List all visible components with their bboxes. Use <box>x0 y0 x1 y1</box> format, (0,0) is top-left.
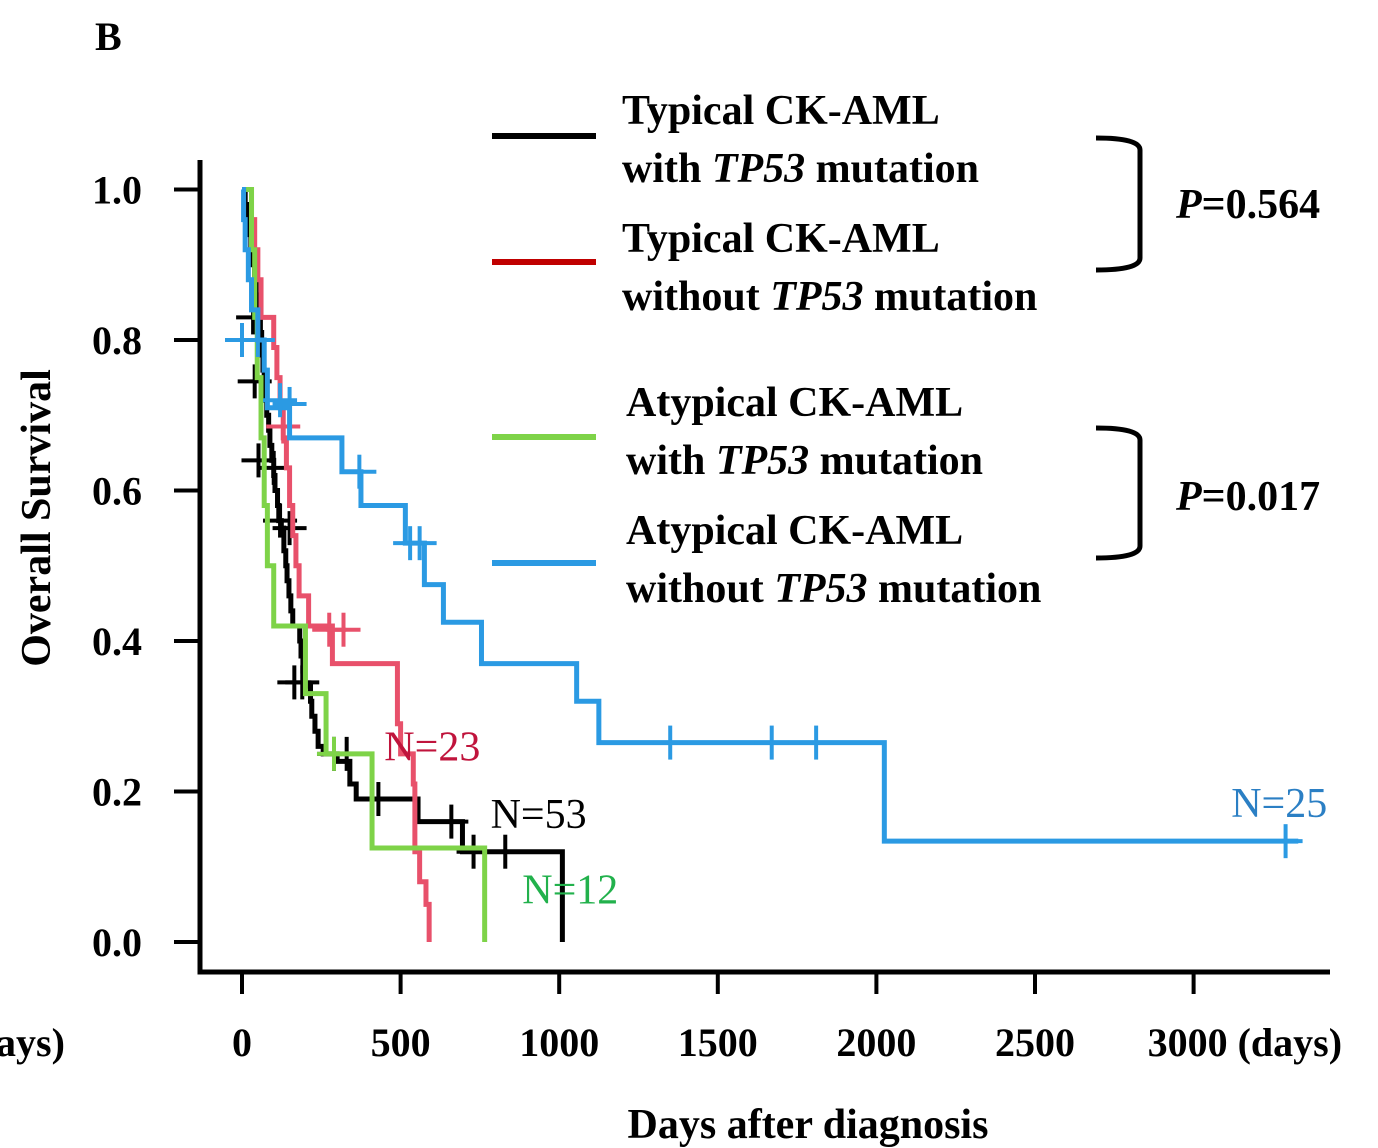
p-value-label: P=0.017 <box>1175 474 1320 520</box>
y-tick-label: 0.6 <box>92 469 142 514</box>
y-tick-label: 1.0 <box>92 168 142 213</box>
n-label-series-1: N=53 <box>491 792 587 838</box>
legend-entry-line2: with TP53 mutation <box>622 146 979 192</box>
y-tick-label: 0.4 <box>92 619 142 664</box>
x-tick-label: 1500 <box>678 1020 758 1065</box>
x-tick-label: 3000 (days) <box>1148 1020 1342 1065</box>
n-label-series-2: N=23 <box>384 724 480 770</box>
legend-entry-line1: Typical CK-AML <box>622 88 940 134</box>
x-tick-label: 1000 <box>519 1020 599 1065</box>
y-axis-label: Overall Survival <box>14 369 60 667</box>
y-tick-label: 0.0 <box>92 920 142 965</box>
series-2 <box>242 187 432 942</box>
series-3 <box>242 187 488 942</box>
x-tick-label: 2000 <box>836 1020 916 1065</box>
survival-curve <box>242 187 488 942</box>
panel-label: B <box>95 14 122 59</box>
n-label-series-3: N=12 <box>522 867 618 913</box>
x-tick-label: 0 <box>232 1020 252 1065</box>
x-axis-label: Days after diagnosis <box>628 1102 989 1148</box>
legend-entry-line1: Typical CK-AML <box>622 216 940 262</box>
y-tick-label: 0.8 <box>92 318 142 363</box>
p-value-label: P=0.564 <box>1175 182 1320 228</box>
axis-frame <box>197 160 1330 975</box>
legend-entry-line2: without TP53 mutation <box>626 566 1041 612</box>
legend-entry-line1: Atypical CK-AML <box>626 380 963 426</box>
survival-curves <box>225 187 1303 942</box>
legend-bracket <box>1095 135 1143 273</box>
x-tick-label: 2500 <box>995 1020 1075 1065</box>
y-tick-label: 0.2 <box>92 770 142 815</box>
legend-entry-line1: Atypical CK-AML <box>626 508 963 554</box>
n-label-series-4: N=25 <box>1231 781 1327 827</box>
legend-entry-line2: with TP53 mutation <box>626 438 983 484</box>
curve-labels: N=53N=23 N=12 N=25 <box>384 724 1327 913</box>
x-tick-label: 500 <box>371 1020 431 1065</box>
survival-curve <box>242 187 432 942</box>
legend-entry-line2: without TP53 mutation <box>622 274 1037 320</box>
axes: 0.0 0.2 0.4 0.6 0.8 1.0 0 500 1000 1500 2000 2500 30… <box>0 160 1342 1148</box>
series-4 <box>225 187 1303 859</box>
x-tick-label-clipped: ays) <box>0 1020 65 1065</box>
legend-bracket <box>1095 425 1143 561</box>
legend: Typical CK-AML with TP53 mutation Typical … <box>492 88 1320 612</box>
